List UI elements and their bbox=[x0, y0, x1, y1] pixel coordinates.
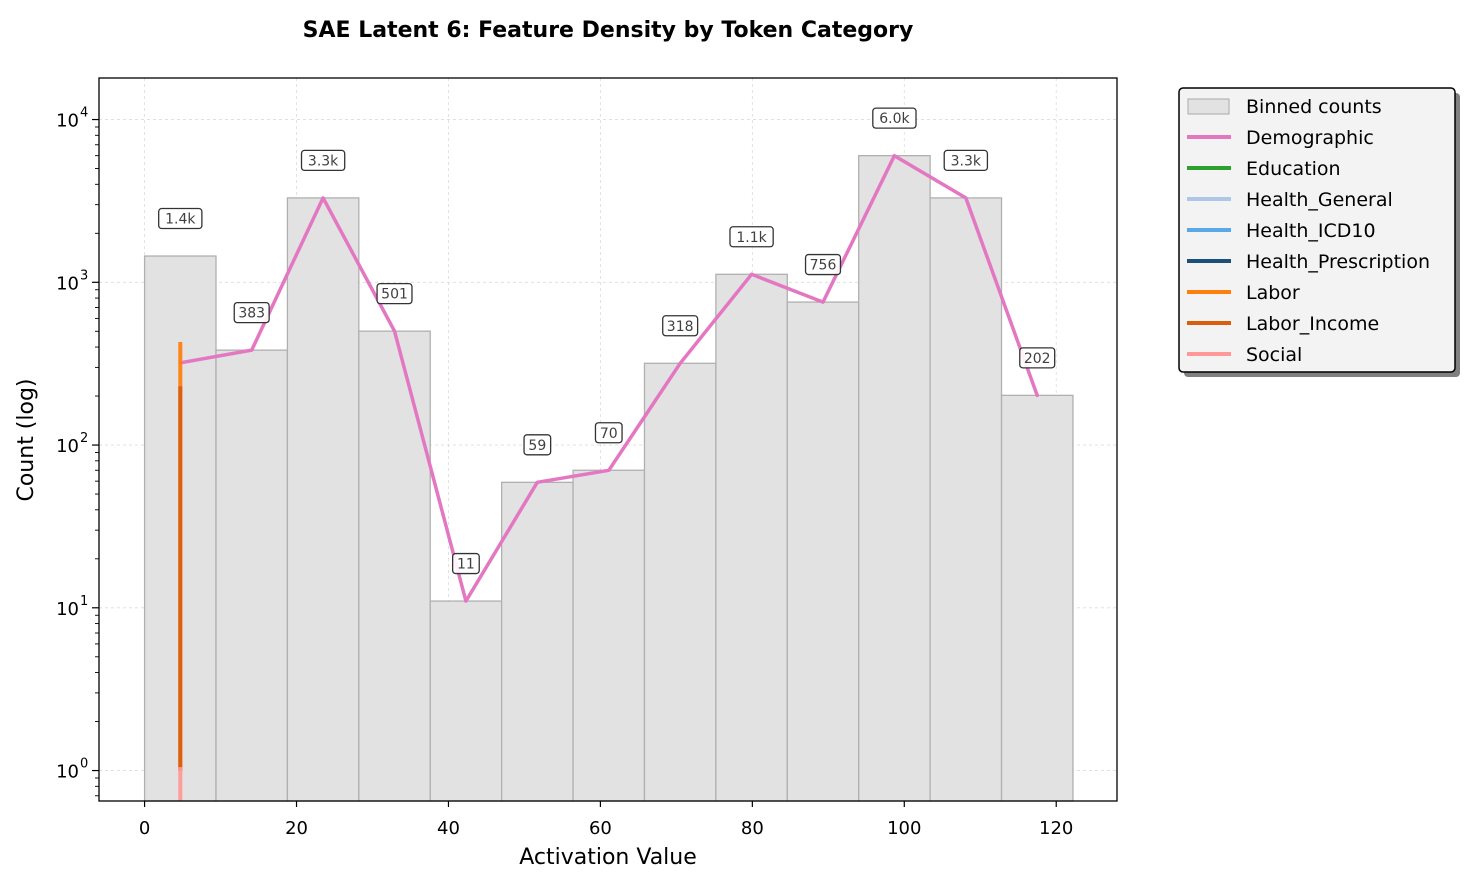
histogram-bar bbox=[215, 349, 289, 802]
x-tick-label: 120 bbox=[1039, 818, 1073, 839]
legend-label: Labor_Income bbox=[1246, 313, 1379, 335]
bar-value-label-box bbox=[872, 107, 917, 129]
x-tick-label: 0 bbox=[139, 818, 150, 839]
y-tick-label: 10 bbox=[56, 762, 79, 783]
series-line-demographic bbox=[178, 153, 1039, 603]
bar-value-label-box bbox=[943, 149, 989, 172]
histogram-bar bbox=[786, 301, 860, 802]
bar-value-label: 383 bbox=[238, 306, 265, 322]
chart-title: SAE Latent 6: Feature Density by Token C… bbox=[303, 18, 914, 43]
bar-value-label-box bbox=[1019, 347, 1056, 369]
x-tick-label: 60 bbox=[589, 818, 612, 839]
legend-box bbox=[1178, 87, 1456, 373]
y-tick-exponent: 0 bbox=[80, 757, 88, 772]
legend-label: Social bbox=[1246, 344, 1302, 366]
legend-swatch-patch bbox=[1187, 98, 1230, 115]
bar-value-label-box bbox=[158, 207, 203, 230]
bar-value-label-box bbox=[729, 226, 774, 248]
y-tick-exponent: 2 bbox=[80, 431, 88, 446]
legend-label: Labor bbox=[1246, 282, 1300, 304]
histogram-bar bbox=[572, 469, 646, 802]
legend-label: Health_ICD10 bbox=[1246, 220, 1376, 242]
bar-value-label-box bbox=[662, 315, 699, 337]
legend: Binned counts Demographic Education Health_… bbox=[1178, 87, 1460, 377]
histogram-bars bbox=[143, 155, 1074, 802]
bar-value-label: 501 bbox=[381, 287, 408, 303]
histogram-bar bbox=[1000, 394, 1074, 802]
bar-value-label: 756 bbox=[810, 258, 837, 274]
plot-frame bbox=[98, 77, 1118, 802]
bar-value-labels: 1.4k 383 3.3k 501 11 59 70 318 1.1k 756 6.0k 3.3k 20… bbox=[158, 107, 1056, 575]
y-tick-label: 10 bbox=[56, 599, 79, 620]
bar-value-label-box bbox=[804, 253, 842, 276]
y-tick-exponent: 3 bbox=[80, 268, 88, 283]
histogram-bar bbox=[929, 197, 1003, 802]
legend-label: Demographic bbox=[1246, 127, 1374, 149]
y-tick-exponent: 1 bbox=[80, 594, 88, 609]
legend-label: Health_Prescription bbox=[1246, 251, 1430, 273]
bar-value-label: 3.3k bbox=[308, 153, 339, 169]
histogram-bar bbox=[858, 155, 931, 802]
legend-label: Education bbox=[1246, 158, 1341, 180]
bar-value-label: 1.1k bbox=[736, 230, 767, 246]
histogram-bar bbox=[286, 197, 360, 802]
histogram-bar bbox=[358, 330, 431, 802]
bar-value-label-box bbox=[233, 301, 270, 324]
x-axis-label: Activation Value bbox=[519, 845, 697, 870]
y-tick-label: 10 bbox=[56, 436, 79, 457]
x-tick-label: 80 bbox=[741, 818, 764, 839]
bar-value-label: 1.4k bbox=[165, 212, 196, 228]
x-axis-ticks: 0 20 40 60 80 100 120 bbox=[139, 801, 1073, 839]
legend-label: Health_General bbox=[1246, 189, 1393, 211]
histogram-bar bbox=[643, 362, 717, 802]
bar-value-label-box bbox=[523, 434, 552, 456]
x-tick-label: 100 bbox=[887, 818, 921, 839]
y-tick-exponent: 4 bbox=[80, 106, 88, 121]
bar-value-label-box bbox=[594, 422, 623, 444]
bar-value-label-box bbox=[451, 552, 480, 575]
bar-value-label: 59 bbox=[528, 438, 546, 454]
bar-value-label: 70 bbox=[600, 426, 618, 442]
legend-label: Binned counts bbox=[1246, 96, 1382, 118]
bar-value-label-box bbox=[376, 282, 413, 305]
series-lines bbox=[178, 153, 1039, 801]
y-axis-label: Count (log) bbox=[14, 378, 39, 501]
histogram-bar bbox=[715, 273, 788, 802]
bar-value-label: 3.3k bbox=[951, 153, 982, 169]
bar-value-label: 318 bbox=[667, 319, 694, 335]
y-tick-label: 10 bbox=[56, 111, 79, 132]
x-tick-label: 20 bbox=[285, 818, 308, 839]
y-tick-label: 10 bbox=[56, 273, 79, 294]
x-tick-label: 40 bbox=[437, 818, 460, 839]
bar-value-label-box bbox=[300, 149, 346, 172]
histogram-bar bbox=[500, 481, 574, 802]
bar-value-label: 202 bbox=[1024, 351, 1051, 367]
histogram-bar bbox=[429, 600, 503, 802]
bar-value-label: 11 bbox=[457, 557, 475, 573]
bar-value-label: 6.0k bbox=[879, 111, 910, 127]
